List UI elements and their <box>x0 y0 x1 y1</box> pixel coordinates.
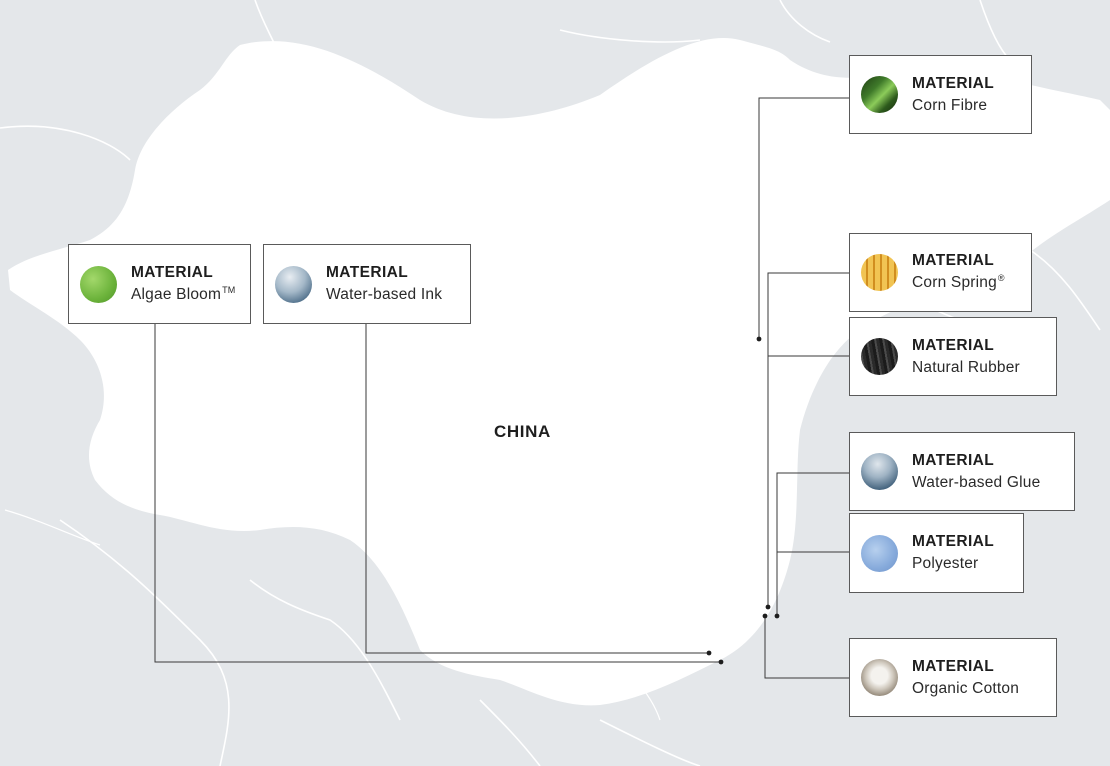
material-kind: MATERIAL <box>912 451 995 469</box>
material-name: Water-based Glue <box>912 473 1041 491</box>
material-kind: MATERIAL <box>912 533 995 550</box>
connector-algae-bloom <box>154 324 721 663</box>
corn-kernel-icon <box>861 254 898 291</box>
connector-corn-spring <box>767 272 849 607</box>
endpoint-algae-bloom <box>718 659 724 665</box>
material-kind: MATERIAL <box>912 657 995 675</box>
endpoint-corn-fibre <box>756 336 762 342</box>
country-label: CHINA <box>494 422 551 441</box>
material-name: Algae BloomTM <box>131 284 236 303</box>
material-name: Natural Rubber <box>912 358 1020 376</box>
material-name: Organic Cotton <box>912 679 1020 697</box>
endpoint-water-based-ink <box>706 650 712 656</box>
material-kind: MATERIAL <box>912 252 995 269</box>
material-name: Corn Fibre <box>912 96 988 114</box>
material-kind: MATERIAL <box>131 263 214 281</box>
polyester-fabric-icon <box>861 534 898 572</box>
connector-endpoints <box>706 336 780 665</box>
registered-mark: ® <box>997 273 1005 283</box>
material-card-corn-fibre[interactable]: MATERIAL Corn Fibre <box>849 55 1032 134</box>
material-card-algae-bloom[interactable]: MATERIAL Algae BloomTM <box>68 244 251 324</box>
material-card-natural-rubber[interactable]: MATERIAL Natural Rubber <box>849 317 1057 396</box>
cotton-boll-icon <box>861 659 898 696</box>
material-card-organic-cotton[interactable]: MATERIAL Organic Cotton <box>849 638 1057 717</box>
china-landmass <box>8 38 1110 706</box>
material-name: Polyester <box>912 555 979 572</box>
water-texture-icon <box>275 265 312 303</box>
algae-texture-icon <box>80 265 117 303</box>
endpoint-organic-cotton <box>762 613 768 619</box>
endpoint-corn-spring <box>765 604 771 610</box>
material-card-water-based-glue[interactable]: MATERIAL Water-based Glue <box>849 432 1075 511</box>
connector-organic-cotton <box>764 616 849 679</box>
connector-water-based-ink <box>365 324 709 654</box>
material-card-polyester[interactable]: MATERIAL Polyester <box>849 513 1024 593</box>
material-name: Corn Spring® <box>912 273 1005 291</box>
material-kind: MATERIAL <box>912 336 995 354</box>
rubber-bark-icon <box>861 338 898 375</box>
connector-water-based-glue <box>776 472 849 616</box>
material-card-corn-spring[interactable]: MATERIAL Corn Spring® <box>849 233 1032 312</box>
material-kind: MATERIAL <box>326 264 409 281</box>
endpoint-water-based-glue <box>774 613 780 619</box>
material-card-water-based-ink[interactable]: MATERIAL Water-based Ink <box>263 244 471 324</box>
trademark-mark: TM <box>222 284 236 295</box>
connector-lines <box>154 97 849 679</box>
water-texture-icon <box>861 453 898 490</box>
material-name: Water-based Ink <box>326 286 443 303</box>
connector-corn-fibre <box>758 97 849 339</box>
corn-leaf-icon <box>861 76 898 113</box>
region-outline <box>4 509 751 721</box>
material-kind: MATERIAL <box>912 74 995 92</box>
